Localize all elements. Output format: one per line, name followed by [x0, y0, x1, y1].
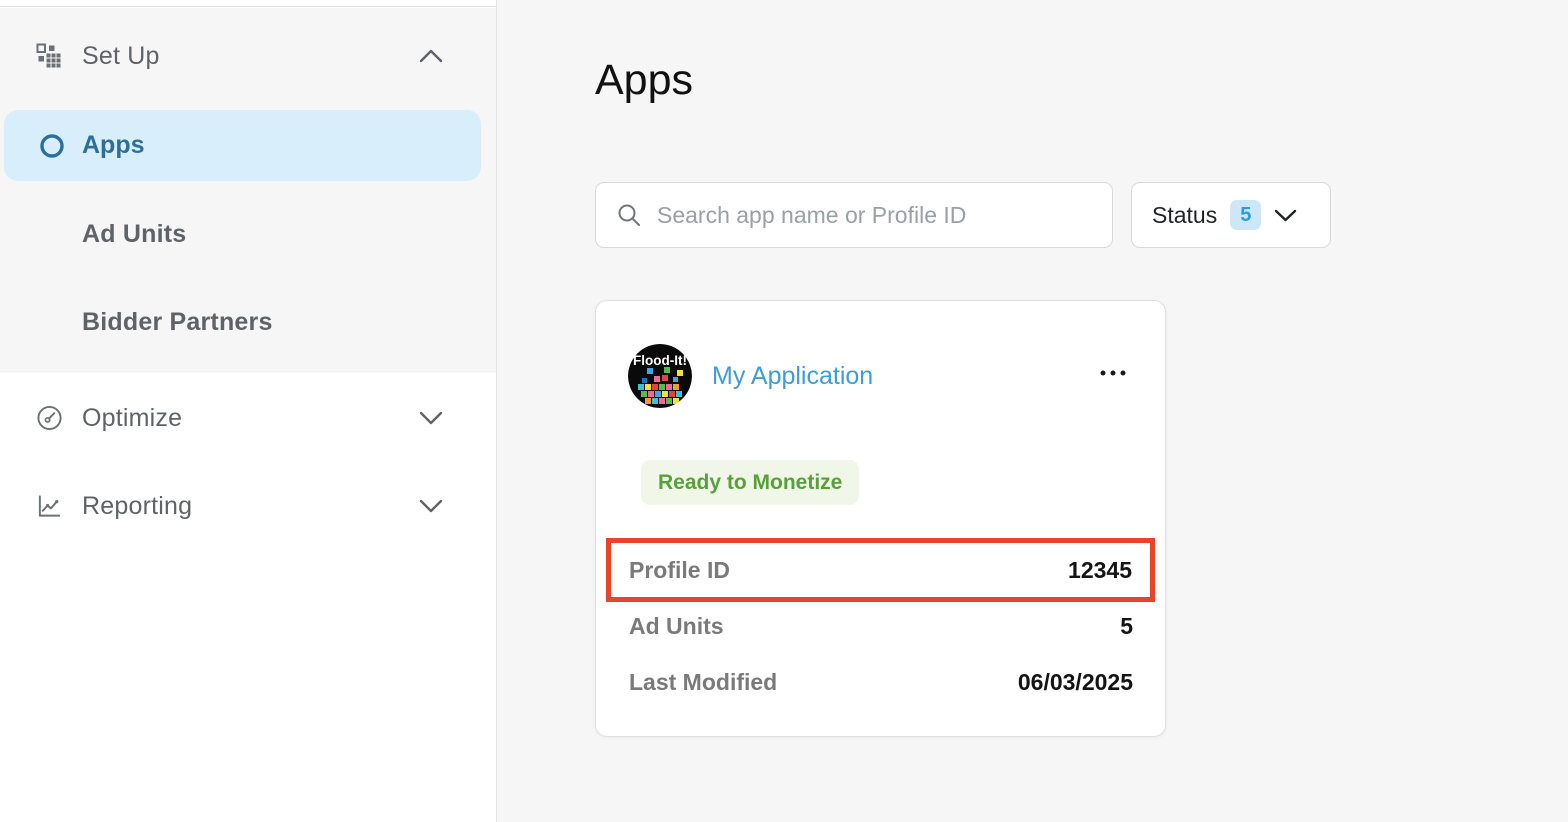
sidebar-item-label: Set Up [82, 41, 160, 70]
row-value: 12345 [1068, 556, 1132, 583]
circle-icon [38, 132, 65, 159]
row-label: Last Modified [629, 668, 778, 695]
sidebar: Set Up Apps Ad Units Bidder Partners Opt… [0, 0, 497, 822]
row-label: Ad Units [629, 612, 724, 639]
detail-row-ad-units: Ad Units 5 [629, 602, 1133, 650]
app-name-link[interactable]: My Application [712, 362, 874, 390]
sidebar-item-label: Apps [82, 131, 145, 159]
sidebar-item-ad-units[interactable]: Ad Units [0, 208, 496, 260]
sidebar-item-label: Ad Units [82, 219, 187, 248]
page-title: Apps [595, 56, 694, 104]
row-value: 5 [1120, 612, 1133, 639]
profile-id-highlight: Profile ID 12345 [606, 538, 1155, 602]
app-card: Flood-It! [595, 300, 1166, 737]
sidebar-item-label: Reporting [82, 491, 193, 520]
sidebar-item-label: Optimize [82, 403, 183, 432]
sidebar-item-reporting[interactable]: Reporting [0, 480, 496, 532]
chevron-down-icon [419, 499, 443, 513]
row-value: 06/03/2025 [1017, 668, 1133, 695]
gauge-icon [36, 405, 63, 432]
blocks-grid-icon [36, 43, 63, 70]
search-box [595, 182, 1113, 248]
sidebar-item-bidder-partners[interactable]: Bidder Partners [0, 296, 496, 348]
search-icon [616, 202, 642, 228]
status-filter-dropdown[interactable]: Status 5 [1131, 182, 1331, 248]
detail-row-profile-id: Profile ID 12345 [611, 543, 1150, 597]
app-avatar: Flood-It! [628, 344, 692, 408]
row-label: Profile ID [629, 556, 730, 583]
sidebar-item-optimize[interactable]: Optimize [0, 392, 496, 444]
chevron-up-icon [419, 49, 443, 63]
search-input[interactable] [657, 201, 1092, 229]
more-options-icon[interactable] [1097, 363, 1129, 383]
sidebar-item-label: Bidder Partners [82, 307, 273, 336]
chevron-down-icon [419, 411, 443, 425]
line-chart-icon [36, 493, 63, 520]
sidebar-item-apps[interactable]: Apps [4, 110, 481, 181]
setup-group-background [0, 8, 496, 373]
chevron-down-icon [1274, 209, 1297, 222]
sidebar-item-set-up[interactable]: Set Up [0, 30, 496, 82]
status-filter-label: Status [1152, 201, 1218, 228]
status-count-badge: 5 [1230, 200, 1262, 230]
avatar-text: Flood-It! [633, 353, 687, 368]
status-badge: Ready to Monetize [641, 460, 860, 505]
detail-row-last-modified: Last Modified 06/03/2025 [629, 658, 1133, 706]
sidebar-top-divider [0, 0, 496, 7]
